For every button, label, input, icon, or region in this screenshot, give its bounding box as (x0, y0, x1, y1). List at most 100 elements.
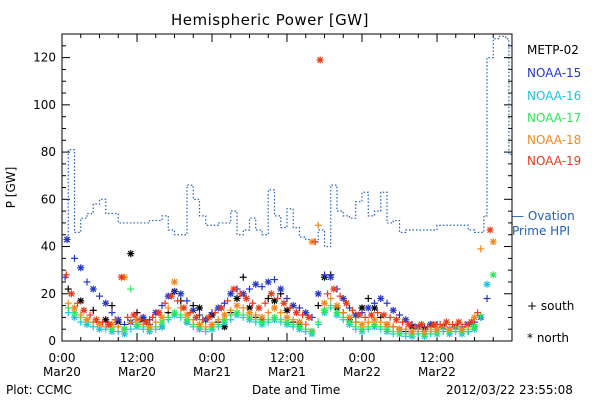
data-point-noaa-18-north (408, 328, 416, 336)
data-point-noaa-17-north (308, 328, 316, 336)
data-point-noaa-19-north (316, 56, 324, 64)
data-point-noaa-17-south (177, 311, 185, 319)
legend-south-label: south (540, 299, 575, 313)
data-point-noaa-17-south (127, 285, 135, 293)
data-point-noaa-19-north (155, 309, 163, 317)
data-point-noaa-18-north (171, 278, 178, 286)
data-point-noaa-15-south (483, 294, 491, 302)
data-point-noaa-19-south (336, 292, 344, 300)
data-point-noaa-19-north (230, 285, 238, 293)
data-point-noaa-19-north (180, 304, 188, 312)
data-point-noaa-18-north (346, 313, 353, 321)
data-point-noaa-15-north (63, 235, 71, 243)
data-point-metp-02-north (102, 316, 110, 324)
data-point-noaa-19-north (280, 299, 288, 307)
data-point-noaa-18-south (352, 318, 360, 326)
data-point-noaa-19-south (86, 311, 94, 319)
data-point-noaa-18-north (71, 304, 78, 312)
data-point-noaa-18-north (321, 299, 328, 307)
data-point-noaa-19-south (374, 309, 382, 317)
data-point-noaa-15-south (396, 311, 403, 319)
data-point-noaa-18-south (302, 320, 310, 328)
legend-north-marker: * (527, 331, 533, 345)
data-point-noaa-19-north (455, 318, 463, 326)
data-point-noaa-19-north (117, 273, 125, 281)
data-point-noaa-18-south (64, 299, 72, 307)
data-point-noaa-19-south (211, 309, 219, 317)
data-point-noaa-17-north (133, 320, 141, 328)
data-point-noaa-17-south (164, 313, 172, 321)
data-point-noaa-18-south (152, 318, 160, 326)
data-point-noaa-19-north (217, 304, 225, 312)
data-point-noaa-18-south (402, 325, 410, 333)
y-axis-label: P [GW] (4, 167, 18, 209)
data-point-noaa-19-north (242, 294, 250, 302)
data-point-noaa-18-south (77, 311, 85, 319)
data-point-noaa-19-south (411, 323, 419, 331)
data-point-noaa-15-south (183, 297, 191, 305)
y-tick-label: 0 (48, 334, 56, 348)
data-point-noaa-18-north (283, 313, 291, 321)
data-point-noaa-19-north (430, 320, 438, 328)
data-point-noaa-17-north (321, 306, 328, 314)
data-point-noaa-16-north (83, 320, 91, 328)
data-point-noaa-18-south (264, 309, 272, 317)
data-point-noaa-18-north (433, 325, 441, 333)
data-point-noaa-18-north (83, 316, 91, 324)
legend-ovation-line1: — Ovation (512, 209, 575, 223)
data-point-noaa-19-north (392, 316, 400, 324)
data-point-noaa-15-north (389, 306, 397, 314)
data-point-noaa-15-south (171, 287, 178, 295)
data-point-noaa-18-south (389, 323, 397, 331)
x-tick-label-time: 12:00 (420, 351, 455, 365)
data-point-noaa-18-north (489, 238, 497, 246)
data-point-noaa-15-north (277, 285, 285, 293)
data-point-metp-02-south (314, 302, 322, 310)
data-point-noaa-18-south (239, 304, 247, 312)
x-tick-label-time: 0:00 (199, 351, 226, 365)
data-point-noaa-19-south (461, 320, 469, 328)
data-point-noaa-18-north (333, 302, 341, 310)
data-point-noaa-15-south (371, 299, 378, 307)
data-point-noaa-18-north (358, 320, 366, 328)
data-point-noaa-19-north (305, 313, 313, 321)
data-point-noaa-15-north (252, 280, 260, 288)
data-point-noaa-19-north (292, 309, 300, 317)
y-tick-label: 80 (41, 145, 56, 159)
x-axis-label: Date and Time (252, 383, 341, 397)
data-point-noaa-19-south (286, 304, 294, 312)
data-point-noaa-18-north (158, 313, 166, 321)
data-point-noaa-17-north (333, 309, 341, 317)
data-point-noaa-19-south (349, 306, 357, 314)
data-point-noaa-19-south (436, 320, 444, 328)
legend-south-marker: + (527, 299, 538, 313)
data-point-noaa-15-north (314, 290, 322, 298)
data-point-noaa-18-south (289, 316, 297, 324)
data-point-noaa-17-north (121, 325, 128, 333)
x-tick-label-date: Mar20 (118, 365, 156, 379)
legend-metp-02: METP-02 (527, 43, 579, 57)
data-point-noaa-15-south (71, 254, 78, 262)
data-point-metp-02-north (196, 304, 203, 312)
data-point-noaa-18-south (202, 323, 210, 331)
data-point-noaa-19-south (236, 290, 244, 298)
data-point-noaa-15-north (377, 294, 385, 302)
data-point-metp-02-north (77, 297, 85, 305)
data-point-noaa-19-south (199, 316, 207, 324)
data-point-noaa-15-south (383, 299, 391, 307)
data-point-noaa-19-north (342, 299, 350, 307)
data-point-metp-02-south (264, 294, 272, 302)
legend-noaa-19: NOAA-19 (527, 154, 582, 168)
data-point-noaa-19-south (224, 297, 232, 305)
y-tick-label: 40 (41, 240, 56, 254)
x-tick-label-date: Mar22 (418, 365, 456, 379)
data-point-noaa-18-south (314, 221, 322, 229)
data-point-noaa-15-south (321, 271, 328, 279)
data-point-noaa-19-south (136, 316, 144, 324)
data-point-noaa-18-north (208, 320, 216, 328)
legend-north-label: north (536, 331, 570, 345)
legend-noaa-18: NOAA-18 (527, 133, 582, 147)
legend-noaa-17: NOAA-17 (527, 111, 582, 125)
data-point-noaa-18-north (446, 325, 453, 333)
